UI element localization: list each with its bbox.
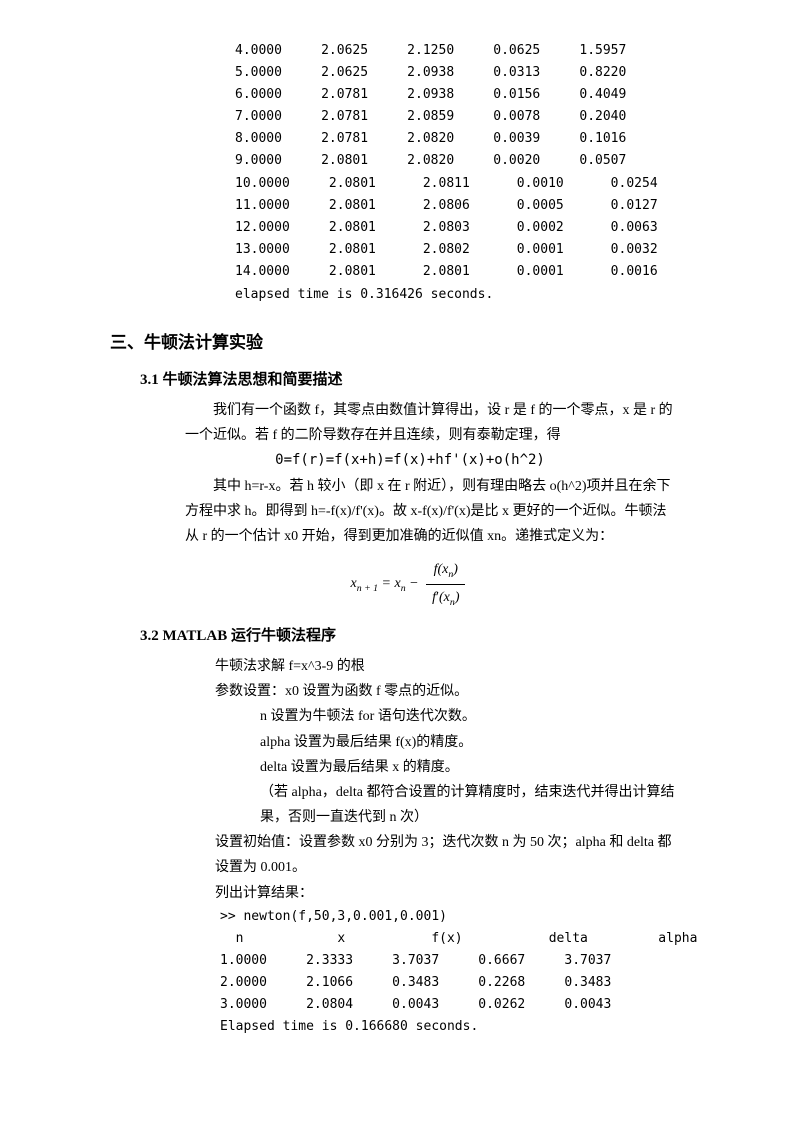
newton-output-block: >> newton(f,50,3,0.001,0.001) n x f(x) d… [220, 906, 680, 1039]
table-row: 14.0000 2.0801 2.0801 0.0001 0.0016 [235, 261, 680, 283]
newton-problem: 牛顿法求解 f=x^3-9 的根 [215, 654, 680, 679]
result-label: 列出计算结果： [215, 881, 680, 906]
output-headers: n x f(x) delta alpha [220, 928, 680, 950]
table-row: 8.0000 2.0781 2.0820 0.0039 0.1016 [235, 128, 680, 150]
table-row: 9.0000 2.0801 2.0820 0.0020 0.0507 [235, 150, 680, 172]
newton-desc-p1: 我们有一个函数 f，其零点由数值计算得出，设 r 是 f 的一个零点，x 是 r… [185, 398, 680, 448]
param-label: 参数设置： [215, 684, 285, 699]
table-row: 6.0000 2.0781 2.0938 0.0156 0.4049 [235, 84, 680, 106]
table-row: 4.0000 2.0625 2.1250 0.0625 1.5957 [235, 40, 680, 62]
table-row: 12.0000 2.0801 2.0803 0.0002 0.0063 [235, 217, 680, 239]
table-row: 3.0000 2.0804 0.0043 0.0262 0.0043 [220, 994, 680, 1016]
subsection-heading-31: 3.1 牛顿法算法思想和简要描述 [140, 367, 680, 394]
newton-params-block: 牛顿法求解 f=x^3-9 的根 参数设置：x0 设置为函数 f 零点的近似。 … [185, 654, 680, 906]
newton-desc-p2: 其中 h=r-x。若 h 较小（即 x 在 r 附近），则有理由略去 o(h^2… [185, 474, 680, 550]
table-row: 7.0000 2.0781 2.0859 0.0078 0.2040 [235, 106, 680, 128]
table-row: 10.0000 2.0801 2.0811 0.0010 0.0254 [235, 173, 680, 195]
init-label: 设置初始值： [215, 835, 299, 850]
matlab-command: >> newton(f,50,3,0.001,0.001) [220, 906, 680, 928]
param-alpha: alpha 设置为最后结果 f(x)的精度。 [260, 730, 680, 755]
bisection-output-table: 4.0000 2.0625 2.1250 0.0625 1.5957 5.000… [235, 40, 680, 283]
subsection-heading-32: 3.2 MATLAB 运行牛顿法程序 [140, 623, 680, 650]
param-n: n 设置为牛顿法 for 语句迭代次数。 [260, 704, 680, 729]
table-row: 5.0000 2.0625 2.0938 0.0313 0.8220 [235, 62, 680, 84]
param-delta: delta 设置为最后结果 x 的精度。 [260, 755, 680, 780]
elapsed-time-text: elapsed time is 0.316426 seconds. [235, 283, 680, 306]
table-row: 2.0000 2.1066 0.3483 0.2268 0.3483 [220, 972, 680, 994]
taylor-formula: 0=f(r)=f(x+h)=f(x)+hf'(x)+o(h^2) [140, 448, 680, 473]
table-row: 1.0000 2.3333 3.7037 0.6667 3.7037 [220, 950, 680, 972]
table-row: 13.0000 2.0801 2.0802 0.0001 0.0032 [235, 239, 680, 261]
newton-recursion-formula: xn + 1 = xn − f(xn) f′(xn) [140, 557, 680, 611]
section-heading-newton: 三、牛顿法计算实验 [110, 328, 680, 359]
param-note: （若 alpha，delta 都符合设置的计算精度时，结束迭代并得出计算结果，否… [260, 780, 680, 830]
table-row: 11.0000 2.0801 2.0806 0.0005 0.0127 [235, 195, 680, 217]
param-x0: x0 设置为函数 f 零点的近似。 [285, 684, 468, 699]
elapsed-time-text: Elapsed time is 0.166680 seconds. [220, 1016, 680, 1038]
